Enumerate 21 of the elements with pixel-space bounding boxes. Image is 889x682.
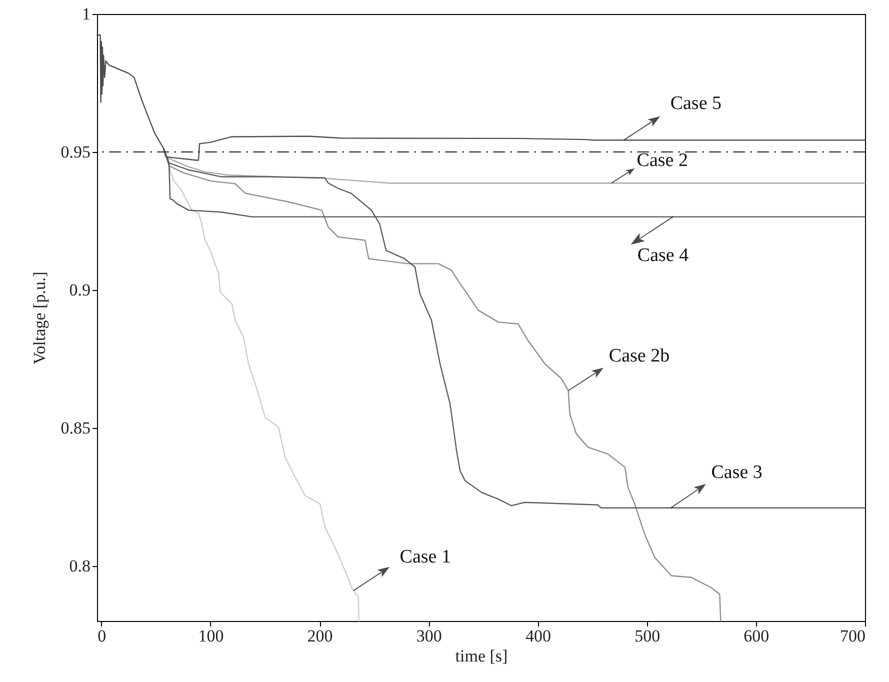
annotation: Case 4 — [637, 244, 690, 266]
y-tick-label: 0.95 — [60, 142, 90, 162]
y-tick-label: 0.9 — [69, 280, 90, 300]
x-tick-label: 200 — [307, 626, 333, 646]
annotation: Case 3 — [711, 462, 762, 483]
x-tick-label: 500 — [634, 626, 660, 646]
y-tick-label: 1 — [82, 4, 90, 24]
x-tick-label: 0 — [98, 626, 106, 646]
annotation: Case 1 — [400, 546, 451, 568]
x-tick-label: 600 — [744, 626, 770, 646]
annotation: Case 2b — [608, 346, 670, 367]
y-axis-title: Voltage [p.u.] — [30, 272, 49, 364]
annotation: Case 5 — [670, 93, 722, 114]
x-tick-label: 100 — [198, 626, 224, 646]
x-tick-label: 400 — [525, 626, 551, 646]
annotation: Case 2 — [636, 150, 688, 172]
x-tick-label: 300 — [416, 626, 442, 646]
x-tick-label: 700 — [840, 626, 866, 646]
y-tick-label: 0.8 — [69, 556, 90, 576]
y-tick-label: 0.85 — [60, 418, 90, 438]
x-axis-title: time [s] — [455, 646, 508, 666]
